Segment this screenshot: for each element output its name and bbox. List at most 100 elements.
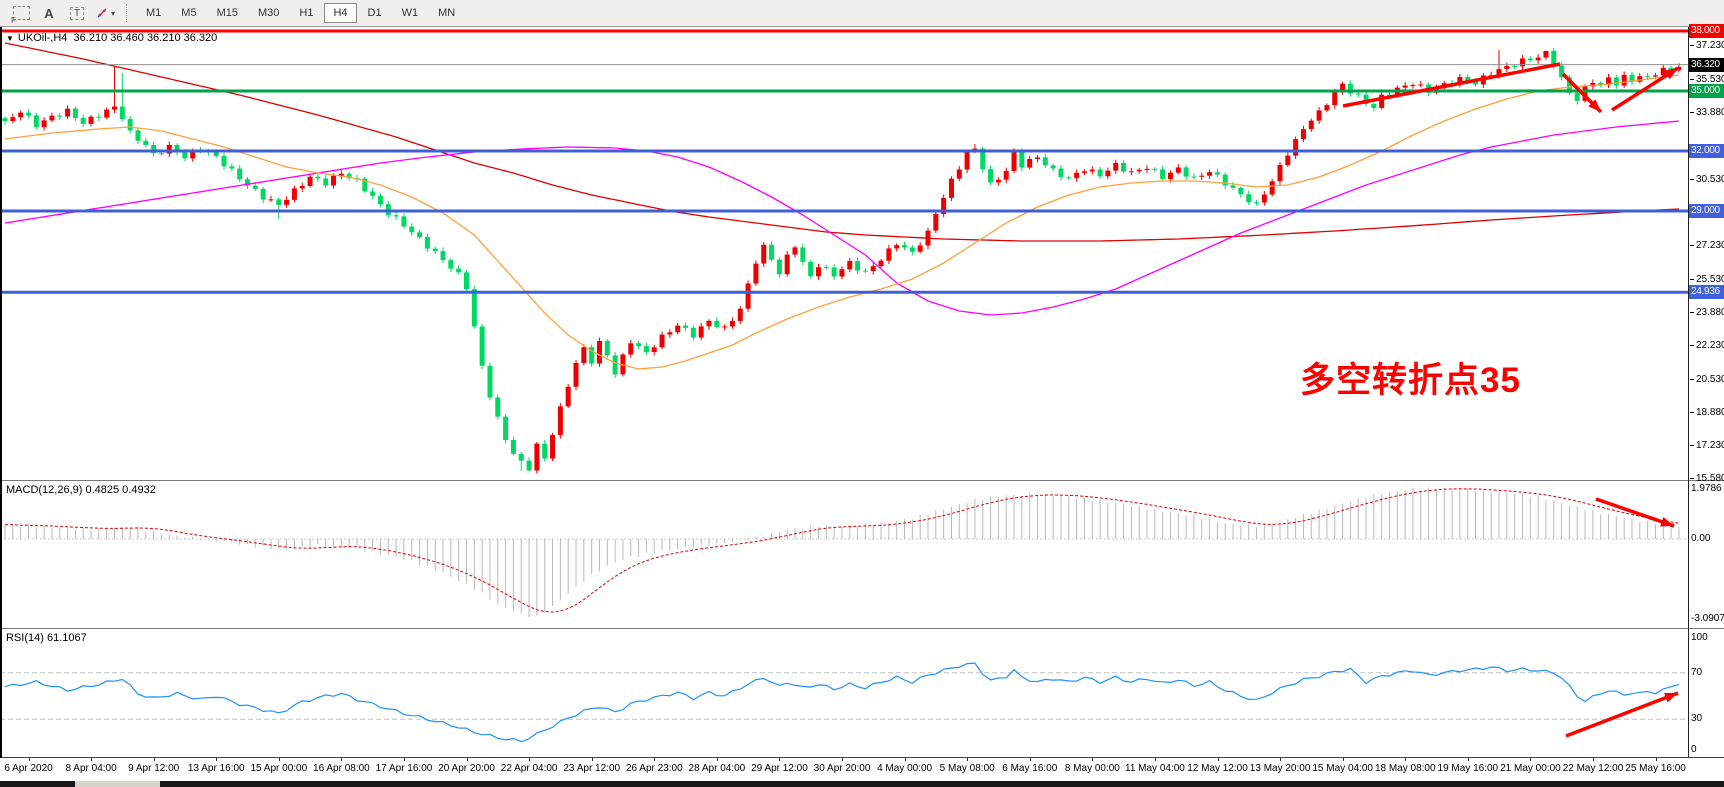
- timeframe-button-mn[interactable]: MN: [438, 7, 456, 19]
- time-tick: [779, 758, 781, 761]
- timeframe-button-h4[interactable]: H4: [324, 3, 357, 23]
- time-tick: [91, 758, 93, 761]
- time-axis-label: 6 Apr 2020: [4, 763, 53, 774]
- time-tick: [153, 758, 155, 761]
- toolbar: F A T ▾ M1 M5 M15 M30 H1 H4 D1 W1 MN: [0, 0, 1724, 27]
- symbol-title: ▼ UKOil-,H4 36.210 36.460 36.210 36.320: [6, 32, 217, 44]
- trend-arrows-icon[interactable]: ▾: [94, 3, 116, 23]
- price-level-badge: 35.000: [1689, 84, 1724, 98]
- price-tick-label: 27.230: [1690, 240, 1724, 252]
- price-tick-label: 22.230: [1690, 340, 1724, 352]
- time-axis[interactable]: 6 Apr 2020 8 Apr 04:00 9 Apr 12:00 13 Apr 1…: [0, 758, 1724, 781]
- f-glyph: F: [11, 16, 16, 25]
- rsi-axis-label: 70: [1691, 666, 1703, 678]
- time-tick: [1342, 758, 1344, 761]
- time-axis-label: 13 Apr 16:00: [187, 763, 245, 774]
- time-axis-label: 9 Apr 12:00: [128, 763, 180, 774]
- main-chart-panel[interactable]: [0, 27, 1688, 480]
- timeframe-button-d1[interactable]: D1: [367, 7, 382, 19]
- time-tick: [1092, 758, 1094, 761]
- macd-axis-label: -3.0907: [1691, 613, 1724, 625]
- macd-axis-label: 0.00: [1691, 533, 1711, 544]
- macd-label: MACD(12,26,9) 0.4825 0.4932: [6, 484, 156, 496]
- time-tick: [904, 758, 906, 761]
- time-axis-label: 28 Apr 04:00: [688, 763, 746, 774]
- time-axis-label: 22 Apr 04:00: [500, 763, 558, 774]
- time-tick: [529, 758, 531, 761]
- bottom-strip: [0, 781, 1724, 787]
- time-axis-label: 16 Apr 08:00: [313, 763, 370, 774]
- time-axis-label: 17 Apr 16:00: [375, 763, 433, 774]
- time-tick: [466, 758, 468, 761]
- time-tick: [216, 758, 218, 761]
- scrollbar-segment[interactable]: [75, 781, 160, 787]
- axis-divider: [1688, 27, 1689, 757]
- diagonal-arrows-glyph: [97, 8, 107, 18]
- time-tick: [1593, 758, 1594, 761]
- rsi-label: RSI(14) 61.1067: [6, 632, 87, 644]
- price-tick-label: 25.530: [1690, 274, 1724, 286]
- time-axis-label: 25 May 16:00: [1625, 763, 1686, 774]
- time-tick: [654, 758, 656, 761]
- price-level-badge: 38.000: [1689, 24, 1724, 38]
- template-icon[interactable]: F: [10, 3, 32, 25]
- panel-separator[interactable]: [0, 480, 1724, 481]
- text-box-icon[interactable]: T: [66, 3, 88, 23]
- price-level-badge: 24.936: [1689, 285, 1724, 300]
- panel-separator: [0, 757, 1724, 758]
- time-tick: [28, 758, 30, 761]
- price-level-badge: 32.000: [1689, 144, 1724, 158]
- time-axis-label: 26 Apr 23:00: [625, 763, 683, 774]
- price-level-badge: 29.000: [1689, 204, 1724, 218]
- time-axis-label: 20 Apr 20:00: [438, 763, 495, 774]
- time-tick: [1217, 758, 1219, 761]
- timeframe-button-m1[interactable]: M1: [146, 7, 162, 19]
- price-tick-label: 20.530: [1690, 374, 1724, 386]
- rsi-panel[interactable]: [0, 629, 1688, 757]
- time-axis-label: 4 May 00:00: [877, 763, 933, 774]
- time-axis-label: 15 Apr 00:00: [250, 763, 308, 774]
- panel-separator[interactable]: [0, 628, 1724, 629]
- time-axis-label: 11 May 04:00: [1125, 763, 1185, 774]
- time-axis-label: 23 Apr 12:00: [563, 763, 621, 774]
- time-tick: [842, 758, 844, 761]
- timeframe-button-w1[interactable]: W1: [401, 7, 419, 19]
- price-tick-label: 33.880: [1690, 107, 1724, 119]
- time-axis-label: 13 May 20:00: [1249, 763, 1311, 774]
- time-tick: [591, 758, 593, 761]
- dashed-box-glyph: [12, 6, 30, 20]
- time-axis-label: 5 May 08:00: [939, 763, 995, 774]
- price-tick-label: 17.230: [1690, 440, 1724, 452]
- time-tick: [1405, 758, 1407, 761]
- time-axis-label: 6 May 16:00: [1002, 763, 1058, 774]
- timeframe-button-m5[interactable]: M5: [181, 7, 197, 19]
- window-left-border: [0, 27, 2, 780]
- time-tick: [1530, 758, 1532, 761]
- time-axis-label: 19 May 16:00: [1437, 763, 1499, 774]
- macd-panel[interactable]: [0, 481, 1688, 628]
- timeframe-button-m15[interactable]: M15: [216, 7, 238, 19]
- time-tick: [1467, 758, 1469, 761]
- price-tick-label: 35.530: [1690, 74, 1724, 86]
- time-axis-label: 18 May 08:00: [1374, 763, 1436, 774]
- price-tick-label: 23.880: [1690, 307, 1724, 319]
- rsi-axis-label: 0: [1691, 744, 1697, 755]
- toolbar-separator: [126, 4, 128, 22]
- timeframe-button-m30[interactable]: M30: [257, 7, 280, 19]
- timeframe-button-h1[interactable]: H1: [299, 7, 314, 19]
- rsi-axis-label: 100: [1691, 632, 1708, 643]
- time-axis-label: 22 May 12:00: [1562, 763, 1624, 774]
- time-axis-label: 8 Apr 04:00: [65, 763, 117, 774]
- rsi-axis-label: 30: [1691, 713, 1703, 725]
- time-axis-label: 12 May 12:00: [1187, 763, 1248, 774]
- text-label-icon[interactable]: A: [44, 5, 54, 21]
- chevron-down-icon: ▾: [110, 8, 115, 18]
- time-tick: [278, 758, 280, 761]
- symbol-ohlc-text: UKOil-,H4 36.210 36.460 36.210 36.320: [17, 32, 218, 44]
- price-tick-label: 18.880: [1690, 407, 1724, 419]
- time-tick: [341, 758, 343, 761]
- time-axis-label: 21 May 00:00: [1500, 763, 1561, 774]
- time-tick: [967, 758, 969, 761]
- dropdown-triangle-icon[interactable]: ▼: [6, 34, 14, 43]
